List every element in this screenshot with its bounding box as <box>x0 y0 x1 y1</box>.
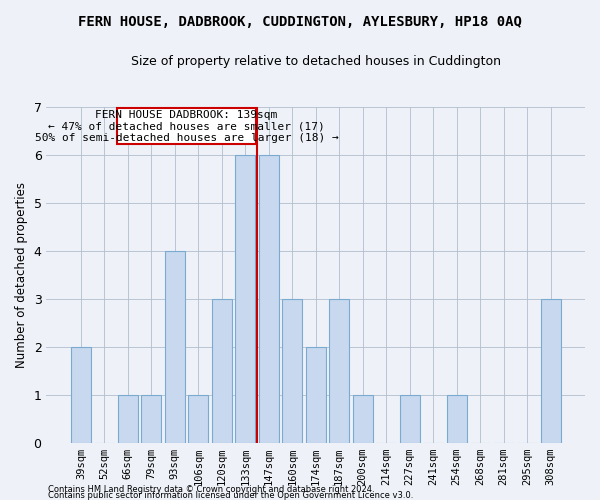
Bar <box>188 394 208 442</box>
Bar <box>165 250 185 442</box>
Bar <box>118 394 138 442</box>
Bar <box>71 346 91 442</box>
Text: 50% of semi-detached houses are larger (18) →: 50% of semi-detached houses are larger (… <box>35 133 338 143</box>
Bar <box>329 298 349 442</box>
FancyBboxPatch shape <box>117 108 256 144</box>
Bar <box>306 346 326 442</box>
Bar <box>259 154 279 443</box>
Text: Contains HM Land Registry data © Crown copyright and database right 2024.: Contains HM Land Registry data © Crown c… <box>48 484 374 494</box>
Bar <box>142 394 161 442</box>
Bar <box>400 394 419 442</box>
Bar <box>353 394 373 442</box>
Text: ← 47% of detached houses are smaller (17): ← 47% of detached houses are smaller (17… <box>48 122 325 132</box>
Title: Size of property relative to detached houses in Cuddington: Size of property relative to detached ho… <box>131 55 501 68</box>
Bar <box>446 394 467 442</box>
Y-axis label: Number of detached properties: Number of detached properties <box>15 182 28 368</box>
Bar <box>235 154 255 443</box>
Text: Contains public sector information licensed under the Open Government Licence v3: Contains public sector information licen… <box>48 490 413 500</box>
Text: FERN HOUSE, DADBROOK, CUDDINGTON, AYLESBURY, HP18 0AQ: FERN HOUSE, DADBROOK, CUDDINGTON, AYLESB… <box>78 15 522 29</box>
Bar <box>282 298 302 442</box>
Bar <box>541 298 560 442</box>
Text: FERN HOUSE DADBROOK: 139sqm: FERN HOUSE DADBROOK: 139sqm <box>95 110 278 120</box>
Bar <box>212 298 232 442</box>
